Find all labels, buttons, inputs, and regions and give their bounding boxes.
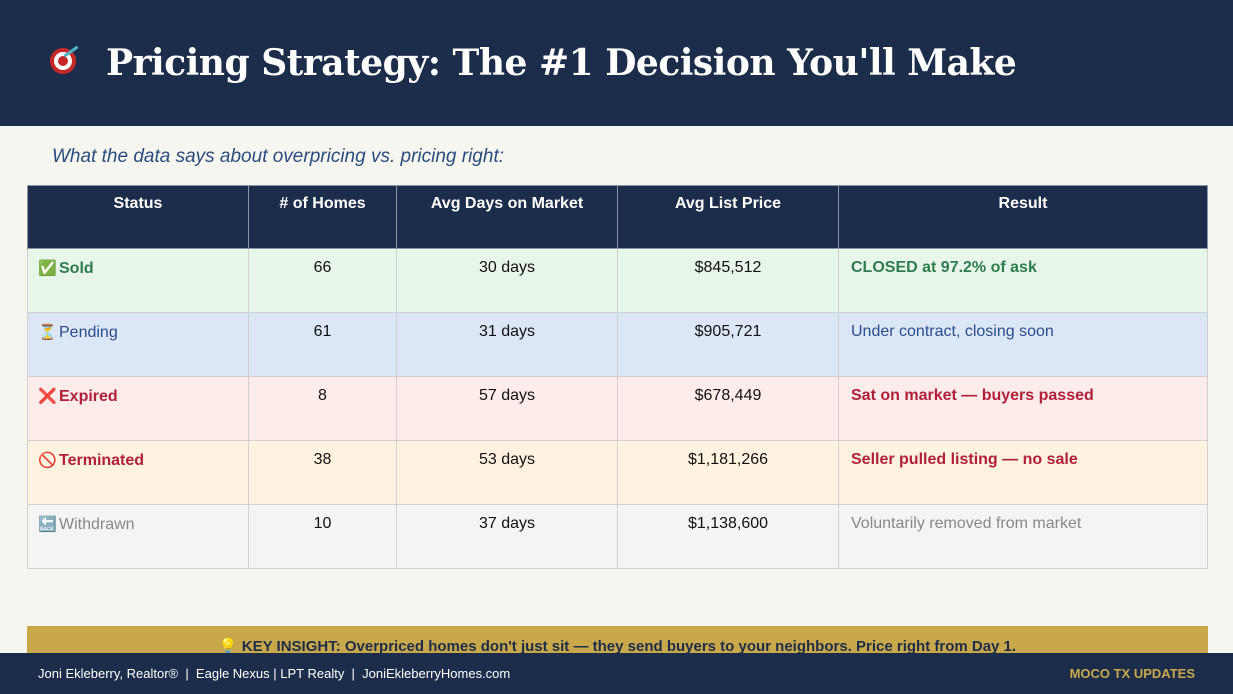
status-icon: ❌ <box>38 388 57 405</box>
status-icon: 🚫 <box>38 452 57 469</box>
table-row-sold: ✅ Sold 66 30 days $845,512 CLOSED at 97.2% of… <box>27 248 1208 313</box>
footer-brand: MOCO TX UPDATES <box>1069 666 1195 681</box>
days-cell: 31 days <box>396 312 618 377</box>
status-label: Terminated <box>59 452 145 469</box>
days-cell: 30 days <box>396 248 618 313</box>
price-cell: $1,181,266 <box>617 440 839 505</box>
status-cell: ✅ Sold <box>27 248 249 313</box>
status-cell: 🔙 Withdrawn <box>27 504 249 569</box>
table-row-terminated: 🚫 Terminated 38 53 days $1,181,266 Seller pul… <box>27 440 1208 505</box>
key-insight-text: KEY INSIGHT: Overpriced homes don't just… <box>241 638 1017 654</box>
homes-cell: 61 <box>248 312 397 377</box>
price-cell: $905,721 <box>617 312 839 377</box>
homes-cell: 8 <box>248 376 397 441</box>
key-insight-banner: 💡 KEY INSIGHT: Overpriced homes don't ju… <box>27 626 1208 654</box>
col-header-homes: # of Homes <box>248 185 397 249</box>
homes-cell: 66 <box>248 248 397 313</box>
status-label: Sold <box>59 260 94 277</box>
status-label: Withdrawn <box>59 516 135 533</box>
table-row-pending: ⏳ Pending 61 31 days $905,721 Under contract,… <box>27 312 1208 377</box>
result-cell: Voluntarily removed from market <box>838 504 1208 569</box>
status-icon: ⏳ <box>38 324 57 341</box>
col-header-price: Avg List Price <box>617 185 839 249</box>
footer-credits: Joni Ekleberry, Realtor® | Eagle Nexus |… <box>38 666 511 681</box>
status-cell: ❌ Expired <box>27 376 249 441</box>
status-icon: ✅ <box>38 260 57 277</box>
footer: Joni Ekleberry, Realtor® | Eagle Nexus |… <box>0 653 1233 694</box>
status-label: Expired <box>59 388 118 405</box>
status-label: Pending <box>59 324 118 341</box>
days-cell: 37 days <box>396 504 618 569</box>
table-row-expired: ❌ Expired 8 57 days $678,449 Sat on market — … <box>27 376 1208 441</box>
homes-cell: 38 <box>248 440 397 505</box>
pricing-table: Status # of Homes Avg Days on Market Avg… <box>27 185 1208 569</box>
price-cell: $1,138,600 <box>617 504 839 569</box>
dart-target-icon <box>50 45 80 76</box>
status-cell: 🚫 Terminated <box>27 440 249 505</box>
status-icon: 🔙 <box>38 516 57 533</box>
subtitle: What the data says about overpricing vs.… <box>52 146 505 167</box>
result-cell: Seller pulled listing — no sale <box>838 440 1208 505</box>
price-cell: $678,449 <box>617 376 839 441</box>
result-cell: Under contract, closing soon <box>838 312 1208 377</box>
result-cell: CLOSED at 97.2% of ask <box>838 248 1208 313</box>
col-header-days: Avg Days on Market <box>396 185 618 249</box>
days-cell: 53 days <box>396 440 618 505</box>
lightbulb-icon: 💡 <box>218 638 238 654</box>
page-title: Pricing Strategy: The #1 Decision You'll… <box>106 42 1017 84</box>
days-cell: 57 days <box>396 376 618 441</box>
price-cell: $845,512 <box>617 248 839 313</box>
col-header-result: Result <box>838 185 1208 249</box>
status-cell: ⏳ Pending <box>27 312 249 377</box>
table-row-withdrawn: 🔙 Withdrawn 10 37 days $1,138,600 Voluntarily… <box>27 504 1208 569</box>
header-bar: Pricing Strategy: The #1 Decision You'll… <box>0 0 1233 126</box>
homes-cell: 10 <box>248 504 397 569</box>
col-header-status: Status <box>27 185 249 249</box>
result-cell: Sat on market — buyers passed <box>838 376 1208 441</box>
